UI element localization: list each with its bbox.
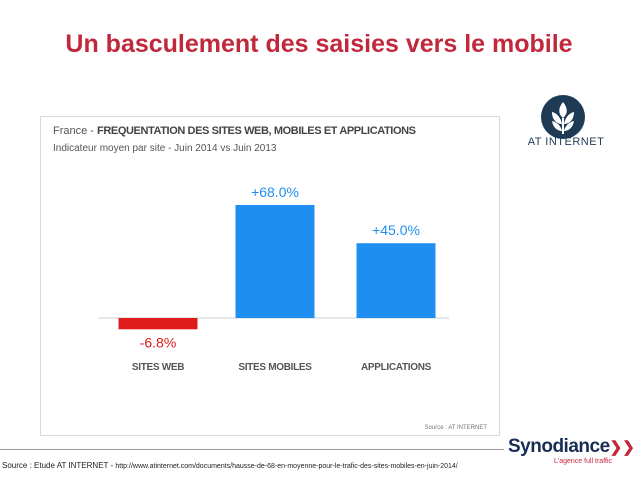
- data-label: +45.0%: [372, 222, 420, 238]
- chart-panel: France - FREQUENTATION DES SITES WEB, MO…: [40, 116, 500, 436]
- category-label: SITES WEB: [132, 362, 184, 373]
- slide-title: Un basculement des saisies vers le mobil…: [65, 30, 573, 58]
- synodiance-name: Synodiance: [508, 436, 610, 457]
- synodiance-tagline: L'agence full traffic: [554, 458, 613, 465]
- bar-applications: [356, 243, 436, 318]
- chart-title-main: FREQUENTATION DES SITES WEB, MOBILES ET …: [97, 125, 416, 137]
- data-label: -6.8%: [140, 334, 177, 350]
- bar-sites-web: [118, 318, 198, 330]
- chart-title: France - FREQUENTATION DES SITES WEB, MO…: [53, 125, 416, 137]
- category-label: APPLICATIONS: [361, 362, 432, 373]
- chevron-right-icon: ❯❯: [609, 439, 635, 456]
- data-label: +68.0%: [251, 184, 299, 200]
- synodiance-logo: Synodiance❯❯ L'agence full traffic: [508, 436, 635, 465]
- bar-chart: -6.8% SITES WEB +68.0% SITES MOBILES +45.0% A…: [98, 184, 449, 373]
- footer-source: Source : Etude AT INTERNET - http://www.…: [2, 461, 458, 470]
- chart-subtitle: Indicateur moyen par site - Juin 2014 vs…: [53, 143, 277, 154]
- chart-source: Source : AT INTERNET: [424, 425, 487, 431]
- at-internet-logo-text: AT INTERNET: [527, 136, 605, 148]
- chart-title-prefix: France -: [53, 125, 98, 137]
- leaf-icon: [541, 95, 585, 139]
- footer-source-label: Source : Etude AT INTERNET -: [2, 461, 116, 470]
- at-internet-logo: [540, 94, 586, 140]
- category-label: SITES MOBILES: [238, 362, 312, 373]
- footer-source-url[interactable]: http://www.atinternet.com/documents/haus…: [115, 463, 458, 470]
- bar-sites-mobiles: [235, 205, 315, 318]
- footer-divider: [0, 449, 504, 450]
